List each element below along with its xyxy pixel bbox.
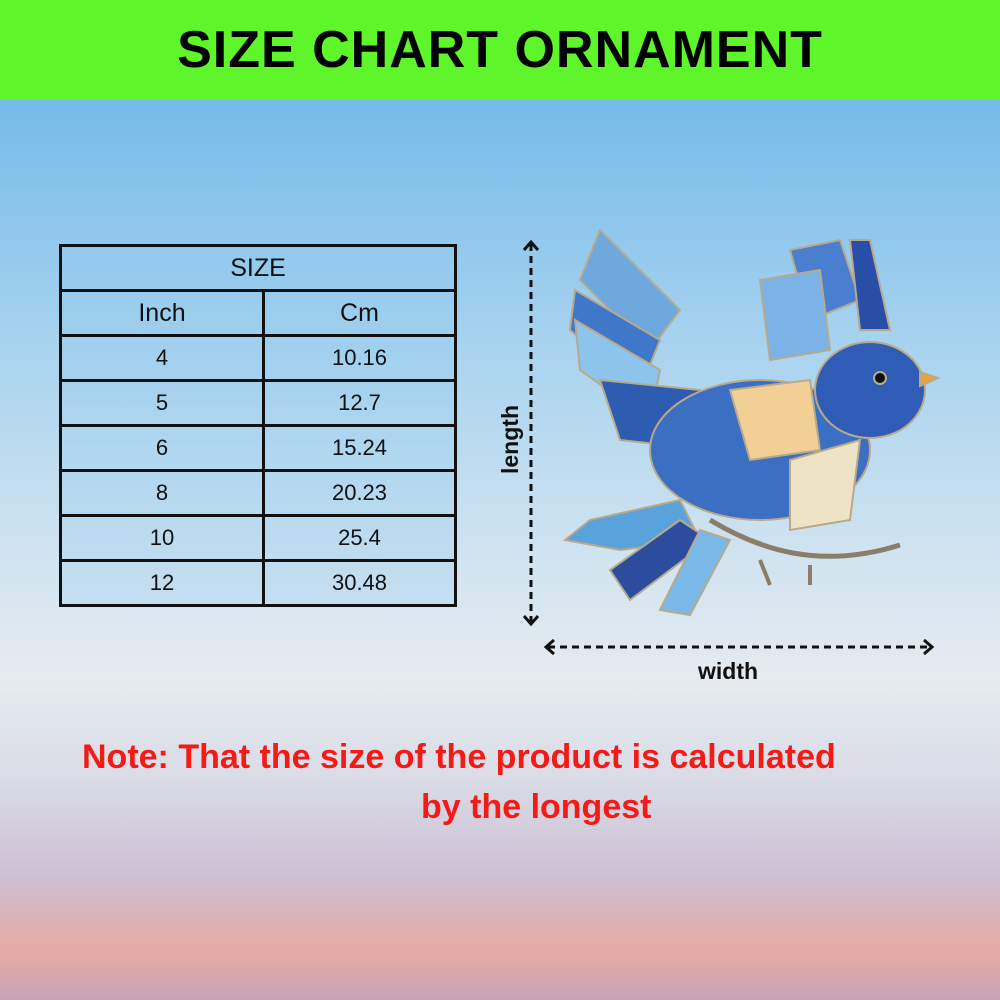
cm-cell: 10.16 [262,334,457,382]
inch-cell: 8 [59,469,265,517]
note-line-1: Note: That the size of the product is ca… [82,738,836,776]
size-table-title: SIZE [59,244,457,292]
cm-cell: 20.23 [262,469,457,517]
page-title: SIZE CHART ORNAMENT [177,21,823,79]
title-banner: SIZE CHART ORNAMENT [0,0,1000,100]
cm-cell: 12.7 [262,379,457,427]
cm-cell: 30.48 [262,559,457,607]
cm-cell: 25.4 [262,514,457,562]
table-row: 12 30.48 [59,559,457,607]
inch-cell: 4 [59,334,265,382]
inch-cell: 12 [59,559,265,607]
length-arrow [522,239,540,627]
bird-ornament-image [562,228,940,617]
header-inch: Inch [59,289,265,337]
size-table: SIZE Inch Cm 4 10.16 5 12.7 6 15.24 8 20.23 … [59,244,457,607]
width-label: width [698,658,759,684]
table-row: 6 15.24 [59,424,457,472]
width-arrow [543,638,935,656]
header-cm: Cm [262,289,457,337]
table-row: 8 20.23 [59,469,457,517]
inch-cell: 6 [59,424,265,472]
inch-cell: 10 [59,514,265,562]
note-line-2: by the longest [421,788,652,826]
cm-cell: 15.24 [262,424,457,472]
inch-cell: 5 [59,379,265,427]
length-label: length [497,405,523,474]
table-row: 5 12.7 [59,379,457,427]
table-row: 4 10.16 [59,334,457,382]
table-row: 10 25.4 [59,514,457,562]
